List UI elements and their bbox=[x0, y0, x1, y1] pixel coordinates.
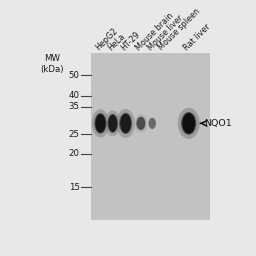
Text: 15: 15 bbox=[69, 183, 80, 192]
Bar bbox=[91, 54, 210, 220]
Text: HT-29: HT-29 bbox=[119, 29, 142, 52]
Ellipse shape bbox=[178, 108, 200, 139]
Text: Mouse liver: Mouse liver bbox=[146, 13, 185, 52]
Ellipse shape bbox=[148, 118, 156, 129]
Text: 50: 50 bbox=[69, 71, 80, 80]
Ellipse shape bbox=[92, 109, 109, 137]
Ellipse shape bbox=[105, 110, 120, 136]
Text: NQO1: NQO1 bbox=[205, 119, 232, 128]
Ellipse shape bbox=[94, 113, 107, 134]
Text: Mouse brain: Mouse brain bbox=[134, 11, 176, 52]
Ellipse shape bbox=[120, 114, 131, 133]
Text: 35: 35 bbox=[69, 102, 80, 111]
Ellipse shape bbox=[95, 114, 106, 133]
Text: HeLa: HeLa bbox=[106, 31, 127, 52]
Ellipse shape bbox=[181, 112, 196, 135]
Text: MW
(kDa): MW (kDa) bbox=[40, 54, 63, 74]
Ellipse shape bbox=[134, 114, 148, 133]
Ellipse shape bbox=[182, 113, 195, 134]
Ellipse shape bbox=[136, 116, 146, 130]
Ellipse shape bbox=[108, 114, 118, 133]
Text: Mouse spleen: Mouse spleen bbox=[157, 7, 202, 52]
Text: 20: 20 bbox=[69, 150, 80, 158]
Text: 40: 40 bbox=[69, 91, 80, 100]
Ellipse shape bbox=[116, 109, 135, 138]
Text: 25: 25 bbox=[69, 130, 80, 139]
Ellipse shape bbox=[119, 113, 132, 134]
Text: Rat liver: Rat liver bbox=[182, 22, 212, 52]
Ellipse shape bbox=[149, 118, 156, 129]
Ellipse shape bbox=[137, 117, 145, 130]
Ellipse shape bbox=[146, 115, 158, 132]
Ellipse shape bbox=[108, 115, 117, 132]
Text: HepG2: HepG2 bbox=[94, 26, 120, 52]
